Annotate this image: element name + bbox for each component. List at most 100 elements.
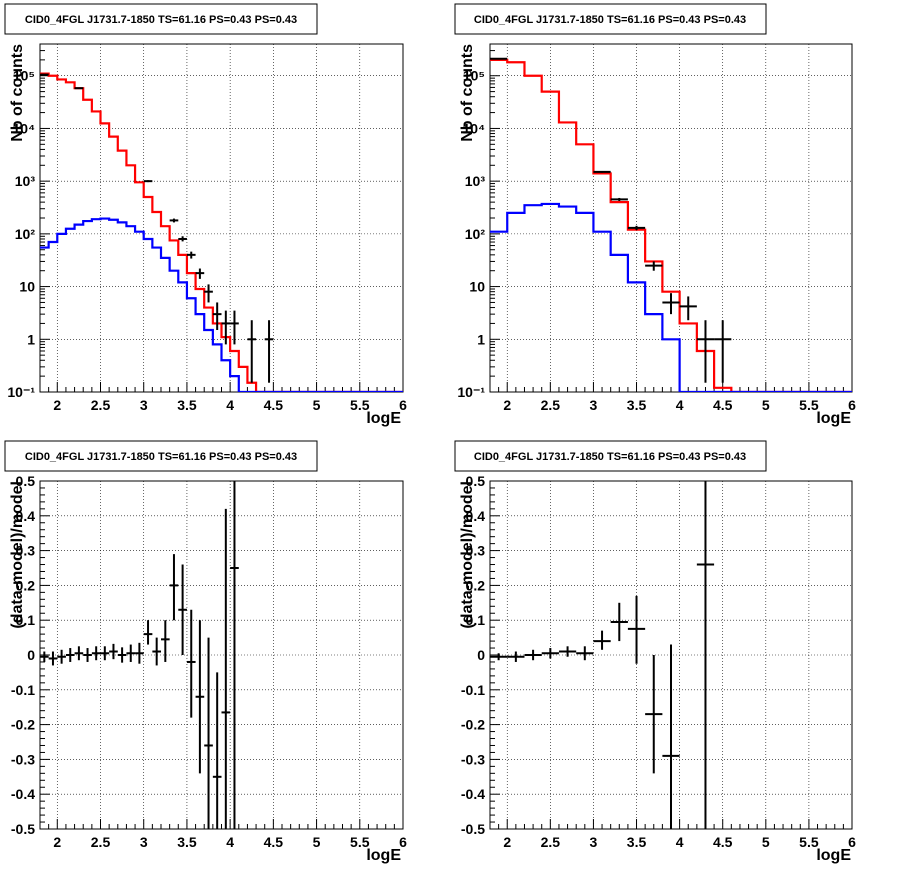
x-tick-label: 2.5 — [541, 397, 561, 413]
grid — [40, 44, 404, 393]
title-box — [454, 440, 767, 472]
y-tick-label: -0.3 — [461, 751, 485, 767]
data-point — [593, 170, 611, 173]
chart-title: CID0_4FGL J1731.7-1850 TS=61.16 PS=0.43 … — [25, 451, 297, 463]
y-tick-label: -0.1 — [461, 682, 485, 698]
histogram-series-1 — [490, 202, 852, 392]
data-point — [645, 655, 663, 774]
chart-title: CID0_4FGL J1731.7-1850 TS=61.16 PS=0.43 … — [25, 14, 297, 26]
data-points — [490, 57, 732, 383]
x-tick-label: 4.5 — [713, 397, 733, 413]
x-tick-label: 5.5 — [350, 397, 370, 413]
y-tick-label: 10⁵ — [463, 68, 485, 84]
y-tick-label: -0.5 — [461, 821, 485, 837]
data-point — [576, 646, 594, 661]
y-tick-label: 0.5 — [16, 473, 36, 489]
data-point — [221, 508, 231, 829]
data-point — [57, 649, 66, 664]
data-point — [627, 595, 646, 664]
y-tick-label: 0.1 — [466, 612, 486, 628]
data-points — [40, 481, 239, 829]
y-axis-label: Nb of counts — [459, 44, 476, 142]
x-tick-label: 5.5 — [350, 834, 370, 850]
data-point — [230, 481, 239, 829]
y-tick-label: -0.2 — [461, 717, 485, 733]
x-tick-label: 4 — [226, 397, 234, 413]
title-box — [4, 440, 318, 472]
y-tick-label: 10² — [465, 226, 486, 242]
data-point — [152, 637, 161, 666]
x-tick-label: 4.5 — [264, 834, 284, 850]
data-point — [558, 646, 577, 657]
chart-title: CID0_4FGL J1731.7-1850 TS=61.16 PS=0.43 … — [474, 14, 746, 26]
x-axis: 2 2.5 3 3.5 4 4.5 5 5.5 6 — [39, 382, 407, 413]
x-axis-label: logE — [816, 847, 851, 864]
y-tick-label: 10 — [469, 279, 485, 295]
y-tick-label: 0.2 — [466, 577, 486, 593]
data-point — [627, 225, 646, 231]
x-tick-label: 2.5 — [91, 397, 111, 413]
x-axis-label: logE — [366, 847, 401, 864]
data-point — [74, 646, 84, 661]
x-tick-label: 4 — [676, 834, 684, 850]
y-tick-label: -0.4 — [461, 786, 485, 802]
data-point — [143, 180, 153, 183]
y-tick-label: -0.5 — [11, 821, 35, 837]
data-point — [507, 651, 525, 662]
x-tick-label: 3.5 — [627, 834, 647, 850]
title-box — [454, 3, 767, 35]
y-tick-label: 0.4 — [466, 508, 486, 524]
x-tick-label: 6 — [848, 397, 856, 413]
y-tick-label: 0.3 — [16, 543, 36, 559]
data-point — [161, 620, 170, 662]
data-point — [524, 649, 542, 661]
data-point — [610, 602, 628, 642]
data-point — [186, 251, 196, 259]
data-point — [109, 643, 118, 660]
data-point — [74, 87, 84, 90]
y-axis: 10⁻¹ 1 10 10² 10³ 10⁴ 10⁵ — [457, 43, 500, 400]
y-tick-label: 0.5 — [466, 473, 486, 489]
y-tick-label: 10³ — [15, 173, 36, 189]
y-axis: -0.5 -0.4 -0.3 -0.2 -0.1 0 0.1 0.2 0.3 0.4 0.5 — [461, 473, 500, 837]
x-tick-label: 3 — [590, 397, 598, 413]
y-tick-label: -0.4 — [11, 786, 35, 802]
data-points — [490, 481, 715, 829]
data-point — [204, 637, 213, 829]
data-point — [100, 646, 110, 661]
y-tick-label: 0.1 — [16, 612, 36, 628]
x-tick-label: 4 — [676, 397, 684, 413]
y-tick-label: -0.1 — [11, 682, 35, 698]
x-tick-label: 5.5 — [799, 834, 819, 850]
chart-title: CID0_4FGL J1731.7-1850 TS=61.16 PS=0.43 … — [474, 451, 746, 463]
x-tick-label: 5 — [313, 834, 321, 850]
y-tick-label: 0.4 — [16, 508, 36, 524]
x-axis: 2 2.5 3 3.5 4 4.5 5 5.5 6 — [489, 819, 856, 850]
data-points — [40, 73, 274, 383]
data-point — [178, 564, 187, 655]
x-tick-label: 3 — [140, 834, 148, 850]
y-axis-label: Nb of counts — [9, 44, 26, 142]
data-point — [662, 644, 680, 829]
y-tick-label: 10⁻¹ — [7, 384, 35, 400]
data-point — [264, 320, 274, 383]
x-tick-label: 4 — [226, 834, 234, 850]
data-point — [662, 293, 680, 315]
x-tick-label: 3.5 — [627, 397, 647, 413]
data-point — [83, 648, 92, 662]
data-point — [490, 57, 508, 60]
x-tick-label: 6 — [399, 834, 407, 850]
data-point — [178, 236, 187, 242]
y-tick-label: 10⁵ — [13, 68, 35, 84]
panel-bottom-right: CID0_4FGL J1731.7-1850 TS=61.16 PS=0.43 … — [454, 440, 856, 864]
data-point — [541, 648, 559, 659]
y-tick-label: 10² — [15, 226, 36, 242]
data-point — [169, 218, 179, 223]
data-point — [593, 630, 611, 650]
data-point — [645, 261, 663, 271]
data-point — [186, 609, 196, 718]
histogram-series-1 — [40, 217, 403, 392]
y-tick-label: 1 — [477, 331, 485, 347]
data-point — [212, 672, 222, 829]
